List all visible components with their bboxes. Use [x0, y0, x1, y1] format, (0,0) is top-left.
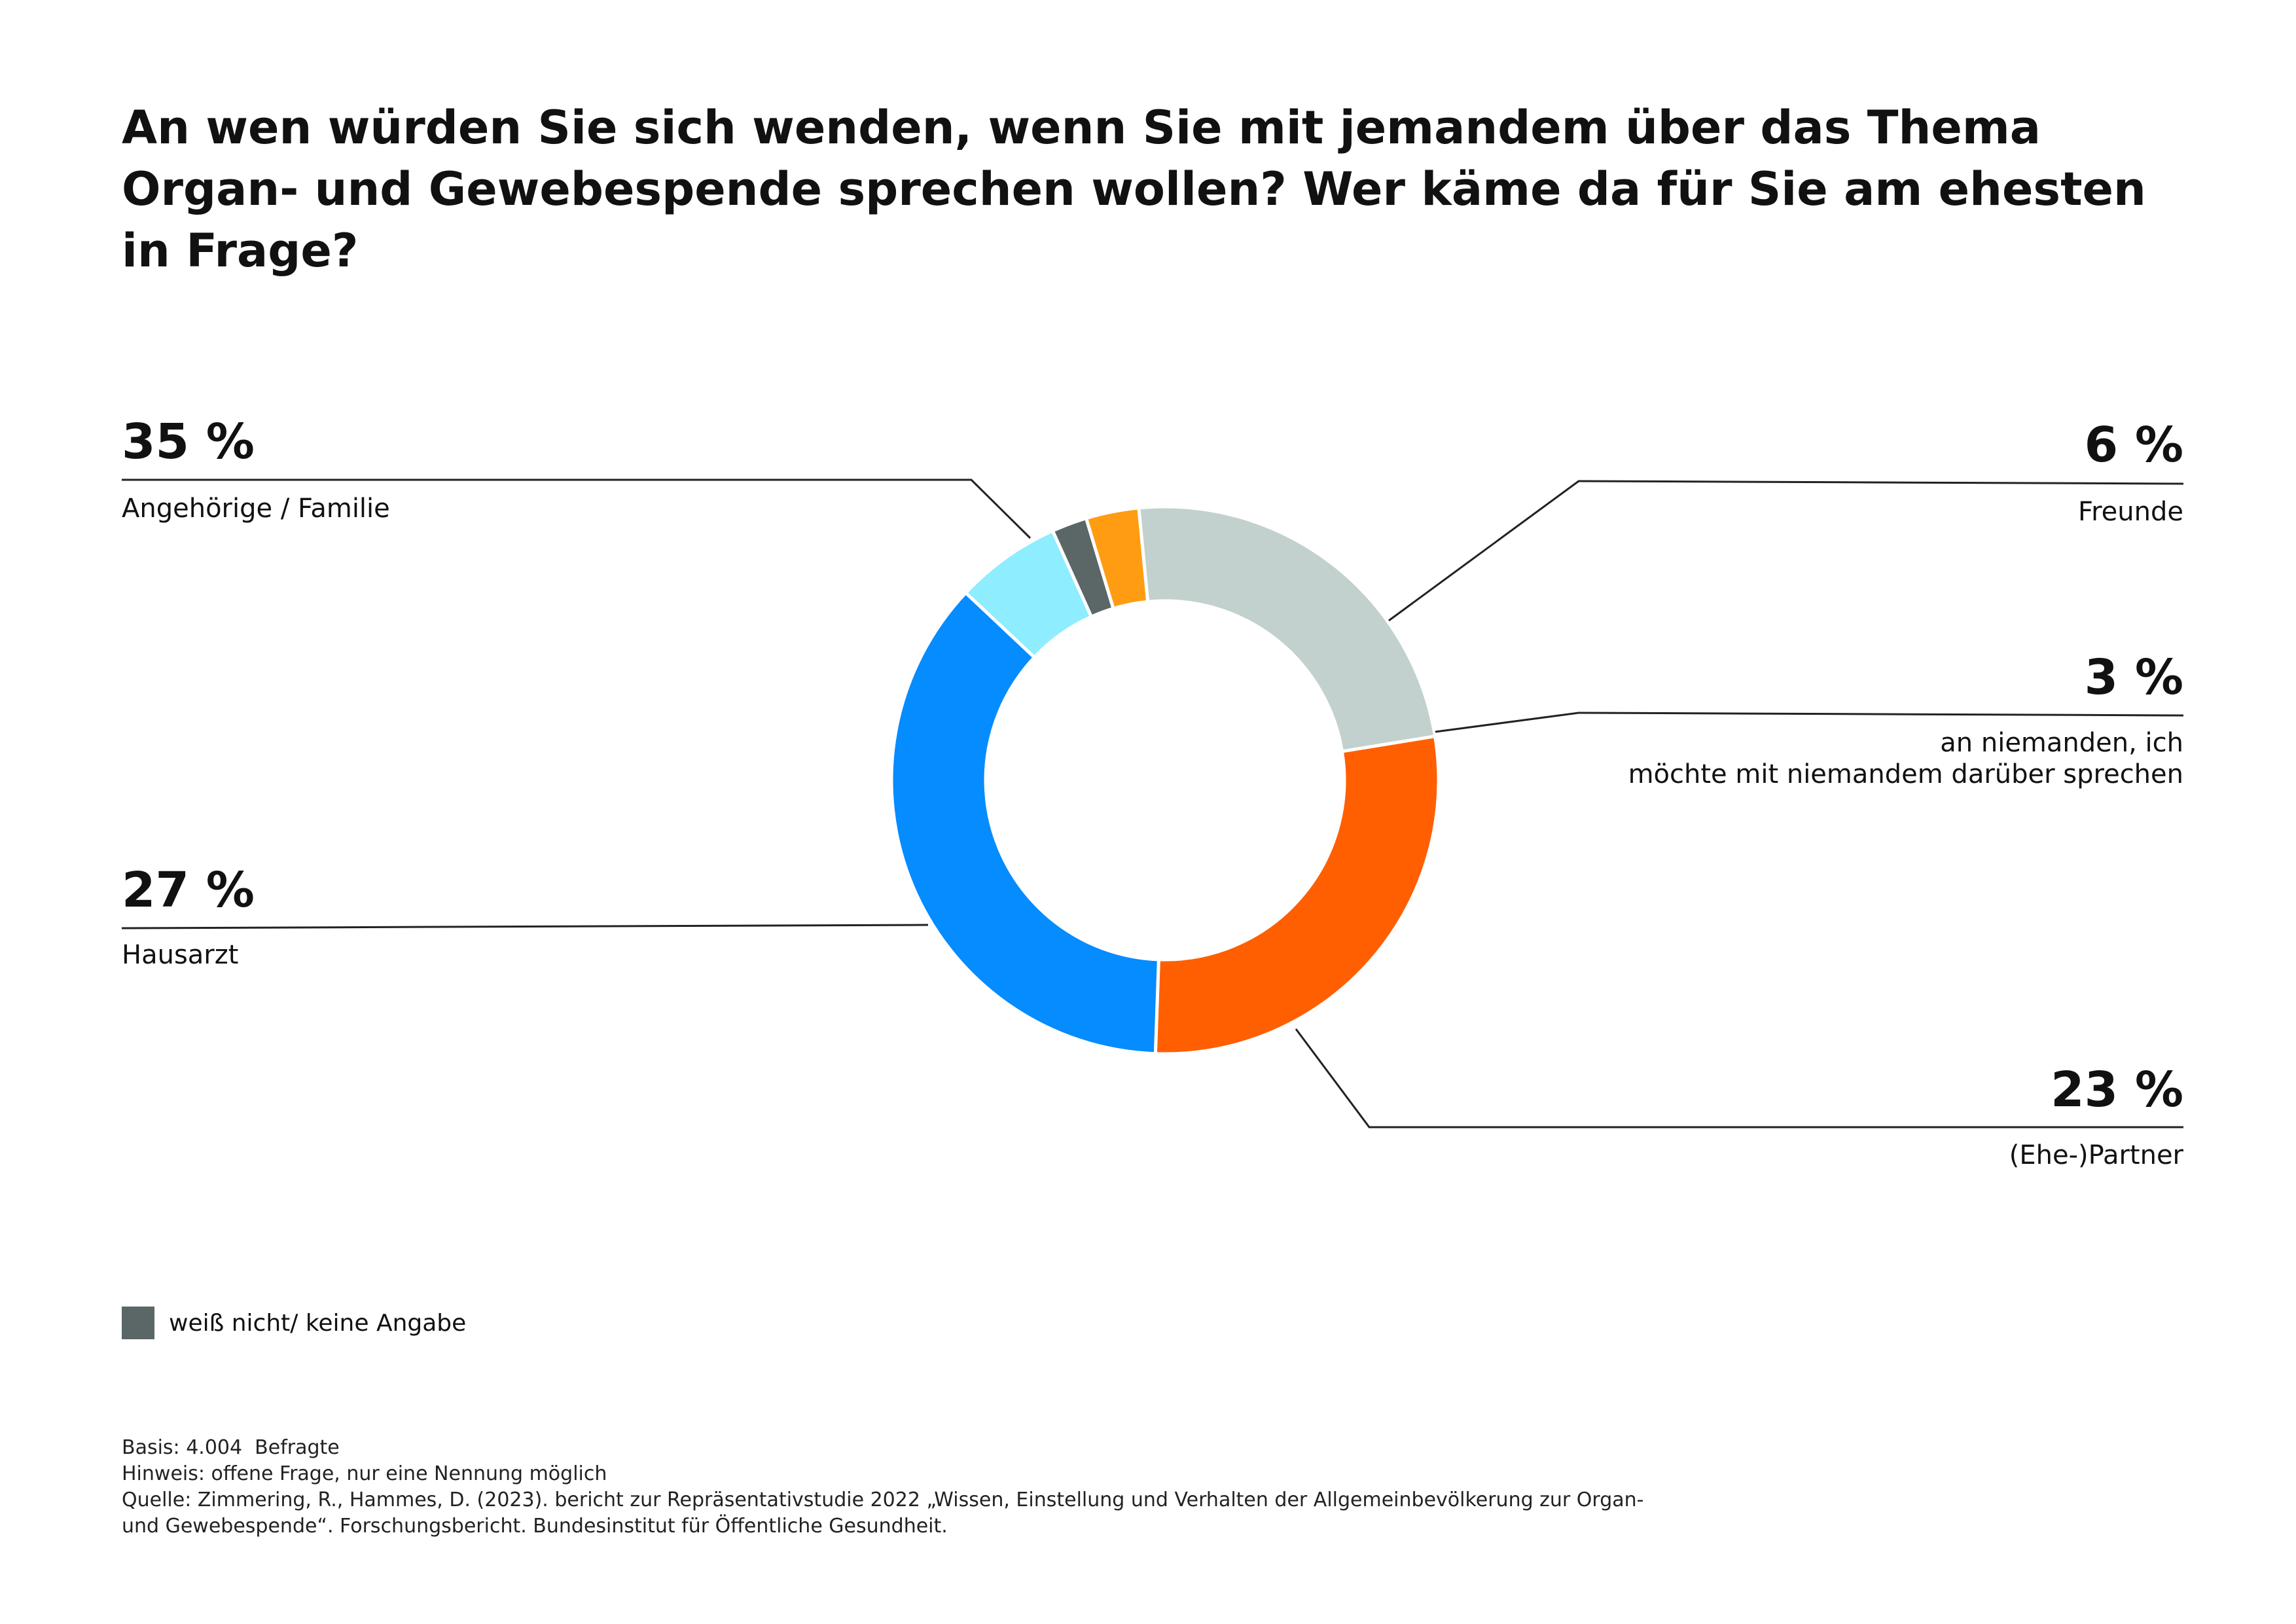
- value-label-angeh-rige-familie: 35 %: [122, 414, 255, 470]
- legend: weiß nicht/ keine Angabe: [122, 1307, 466, 1339]
- value-label-ehe-partner: 23 %: [2051, 1062, 2183, 1118]
- footnote-basis: Basis: 4.004 Befragte: [122, 1436, 340, 1459]
- category-label-hausarzt: Hausarzt: [122, 940, 238, 970]
- legend-swatch: [122, 1307, 154, 1339]
- leader-line-ehe-partner: [1295, 1028, 2183, 1128]
- slice-ehe-partner: [1137, 505, 1437, 753]
- footnote-hinweis: Hinweis: offene Frage, nur eine Nennung …: [122, 1462, 607, 1485]
- slice-angeh-rige-familie: [889, 590, 1161, 1056]
- slice-hausarzt: [1153, 734, 1441, 1056]
- donut-slices: [889, 505, 1441, 1056]
- category-label-freunde: Freunde: [2078, 497, 2183, 527]
- footnotes: Basis: 4.004 Befragte Hinweis: offene Fr…: [122, 1435, 1643, 1540]
- leader-line-an-niemanden-ich-m-chte-mit-niemandem-dar-ber-sprechen: [1435, 712, 2184, 733]
- chart-title: An wen würden Sie sich wenden, wenn Sie …: [122, 101, 2146, 278]
- category-label-an-niemanden-ich-m-chte-mit-niemandem-dar-ber-sprechen: an niemanden, ich: [1940, 728, 2183, 758]
- value-label-freunde: 6 %: [2085, 417, 2183, 473]
- leader-line-angeh-rige-familie: [122, 478, 1031, 539]
- value-label-an-niemanden-ich-m-chte-mit-niemandem-dar-ber-sprechen: 3 %: [2085, 649, 2183, 706]
- footnote-quelle: Quelle: Zimmering, R., Hammes, D. (2023)…: [122, 1489, 1644, 1511]
- legend-label: weiß nicht/ keine Angabe: [169, 1309, 467, 1337]
- slice-annotations: 35 % Angehörige / Familie 6 % Freunde 3 % an …: [121, 414, 2184, 1170]
- category-label-angeh-rige-familie: Angehörige / Familie: [122, 494, 390, 524]
- category-label-an-niemanden-ich-m-chte-mit-niemandem-dar-ber-sprechen-line-2: möchte mit niemandem darüber sprechen: [1628, 759, 2183, 789]
- leader-line-hausarzt: [121, 924, 929, 929]
- footnote-quelle-cont: und Gewebespende“. Forschungsbericht. Bu…: [122, 1515, 948, 1538]
- leader-line-freunde: [1388, 480, 2184, 622]
- value-label-hausarzt: 27 %: [122, 862, 255, 918]
- category-label-ehe-partner: (Ehe-)Partner: [2009, 1140, 2184, 1170]
